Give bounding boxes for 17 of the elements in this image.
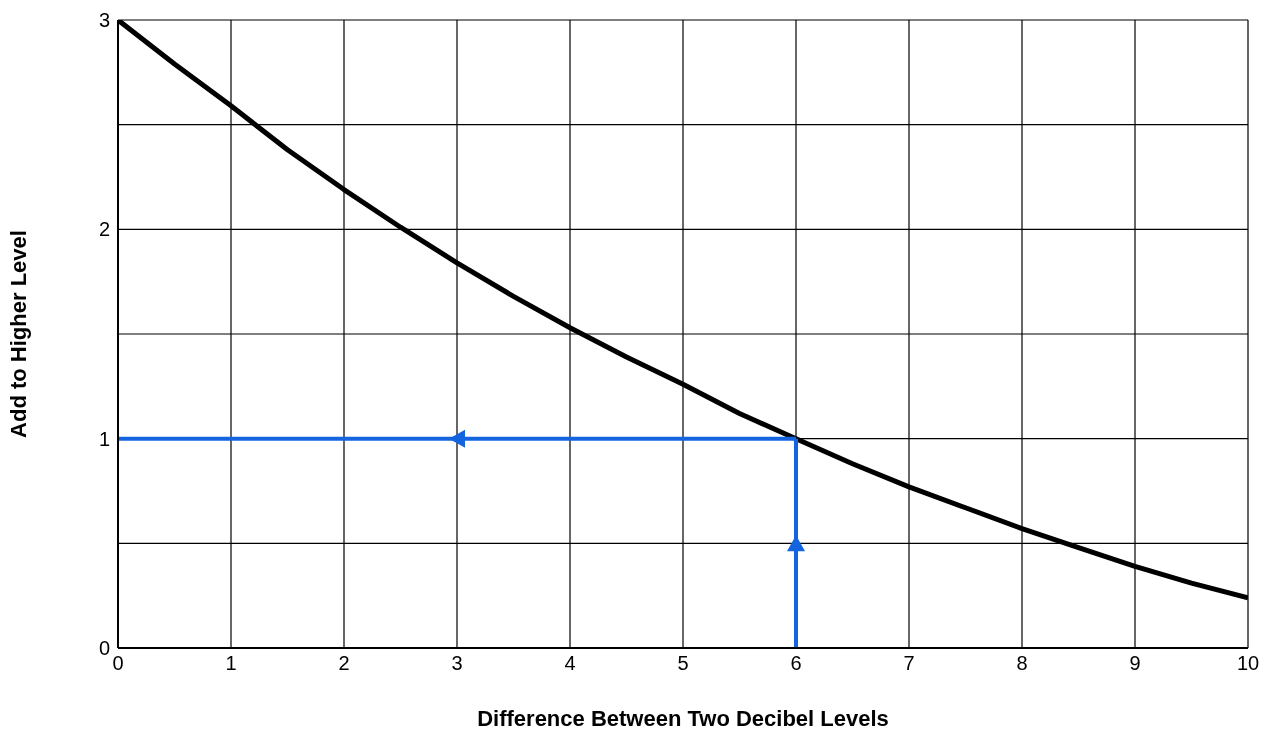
y-tick-label: 1 <box>98 427 110 450</box>
x-tick-label: 0 <box>112 652 124 675</box>
x-tick-label: 7 <box>903 652 915 675</box>
x-tick-label: 8 <box>1016 652 1028 675</box>
x-tick-label: 4 <box>564 652 576 675</box>
x-tick-label: 10 <box>1236 652 1260 675</box>
x-tick-label: 5 <box>677 652 689 675</box>
x-tick-label: 6 <box>790 652 802 675</box>
x-tick-label: 2 <box>338 652 350 675</box>
x-tick-label: 9 <box>1129 652 1141 675</box>
y-tick-label: 2 <box>98 218 110 241</box>
y-tick-label: 3 <box>98 9 110 32</box>
x-tick-label: 1 <box>225 652 237 675</box>
x-axis-title: Difference Between Two Decibel Levels <box>477 706 889 731</box>
y-tick-label: 0 <box>98 637 110 660</box>
y-axis-title: Add to Higher Level <box>5 230 31 438</box>
x-tick-label: 3 <box>451 652 463 675</box>
